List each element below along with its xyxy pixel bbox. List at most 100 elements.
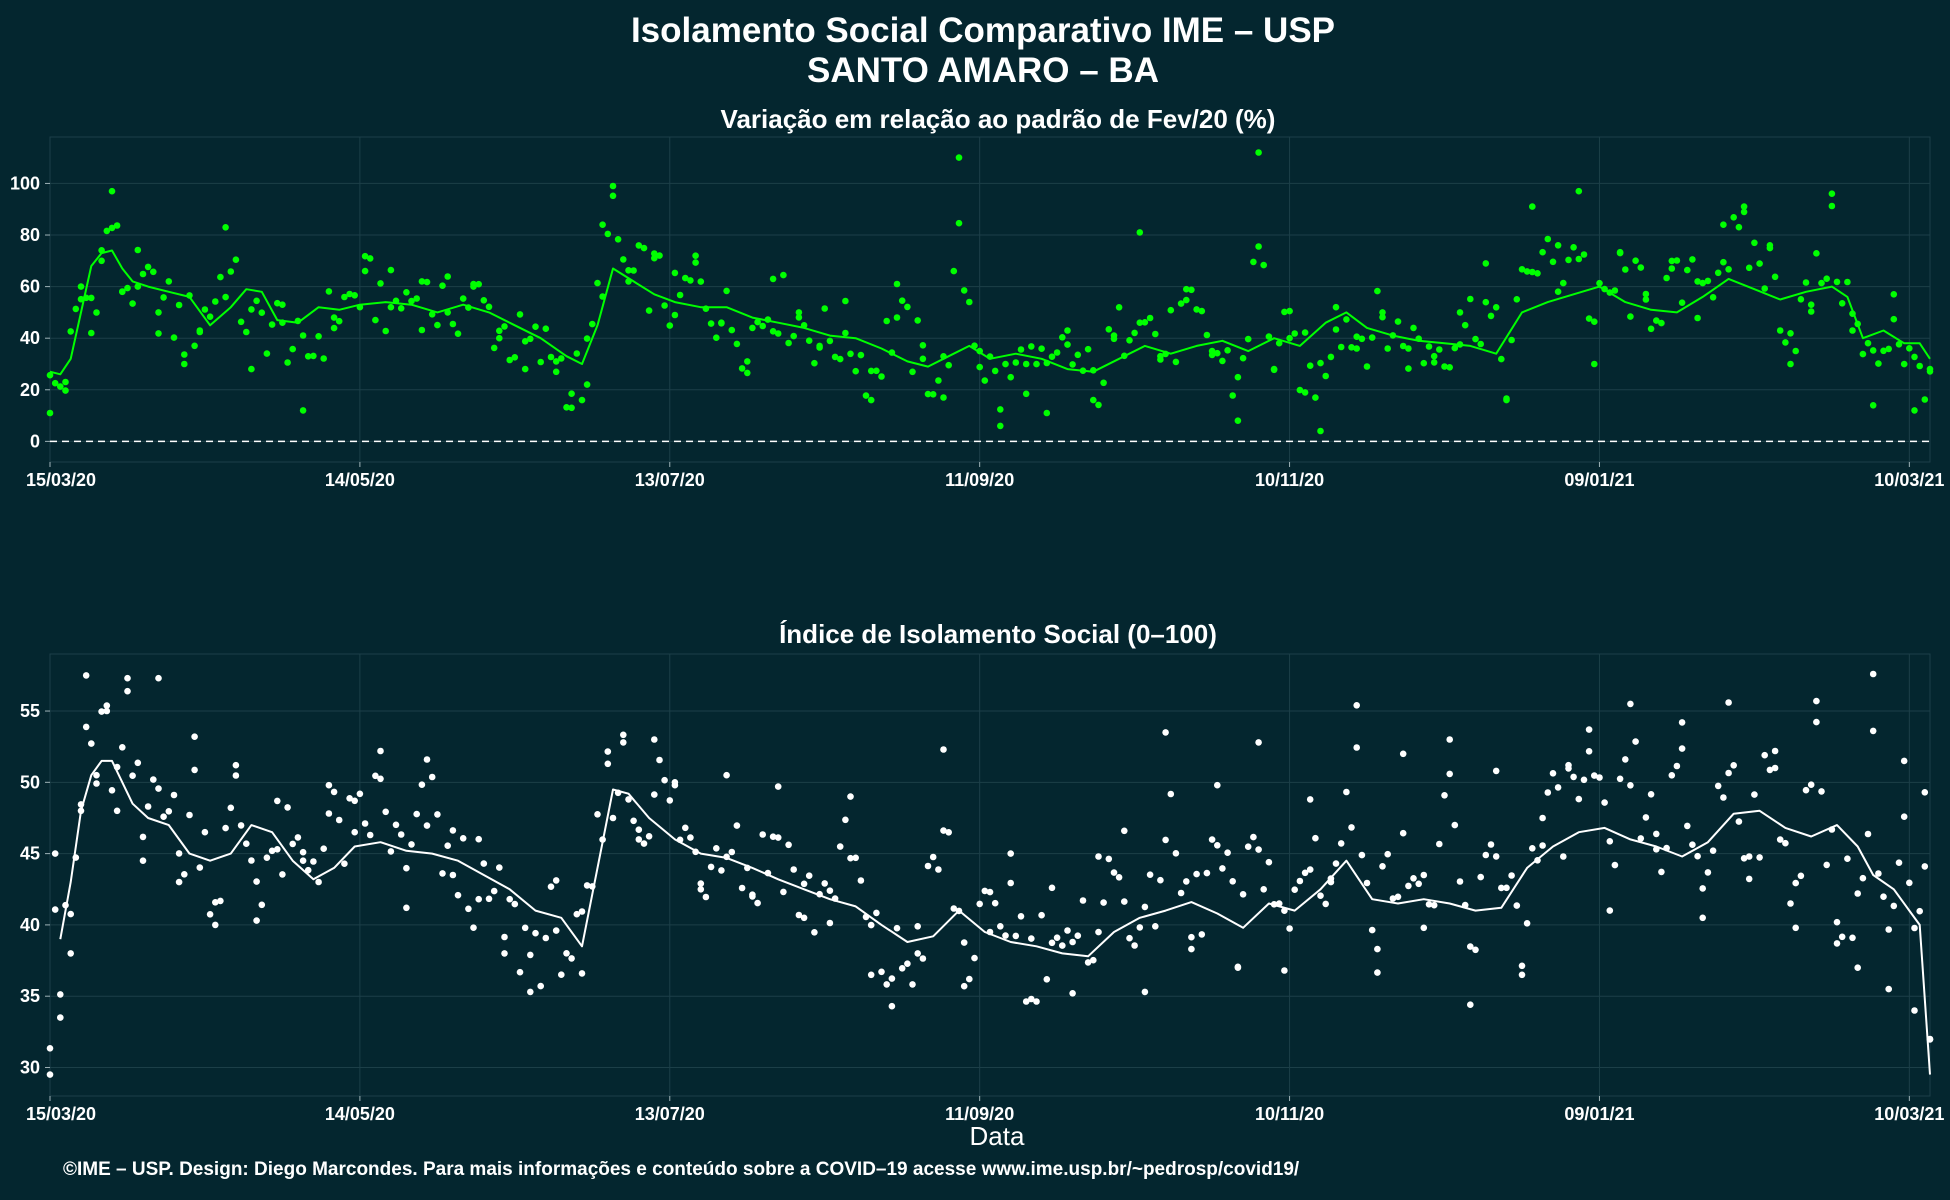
bottom-data-point bbox=[382, 808, 390, 816]
top-data-point bbox=[1337, 343, 1345, 351]
bottom-moving-average-line bbox=[59, 759, 1931, 1075]
top-data-point bbox=[1368, 334, 1376, 341]
top-data-point bbox=[1673, 257, 1681, 264]
top-data-point bbox=[1911, 353, 1918, 361]
bottom-data-point bbox=[1198, 931, 1206, 938]
bottom-data-point bbox=[527, 951, 534, 959]
bottom-data-point bbox=[774, 783, 782, 790]
bottom-data-point bbox=[299, 848, 307, 856]
top-data-point bbox=[346, 290, 353, 298]
top-data-point bbox=[521, 338, 529, 345]
bottom-data-point bbox=[258, 901, 266, 909]
top-data-point bbox=[893, 314, 901, 321]
bottom-data-point bbox=[857, 877, 865, 884]
bottom-data-point bbox=[1012, 932, 1020, 940]
bottom-data-point bbox=[707, 863, 715, 871]
top-data-point bbox=[1761, 285, 1768, 292]
top-data-point bbox=[341, 293, 348, 301]
bottom-data-point bbox=[1627, 782, 1634, 789]
bottom-data-point bbox=[1043, 976, 1051, 983]
top-data-point bbox=[929, 391, 937, 398]
top-data-point bbox=[1740, 203, 1748, 210]
top-data-point bbox=[1441, 363, 1448, 370]
top-data-point bbox=[1048, 353, 1056, 361]
bottom-data-point bbox=[1637, 835, 1645, 842]
top-x-tick-label: 11/09/20 bbox=[945, 470, 1014, 490]
top-data-point bbox=[1642, 290, 1650, 298]
top-data-point bbox=[1565, 256, 1572, 264]
bottom-data-point bbox=[1585, 726, 1593, 733]
bottom-data-point bbox=[1575, 795, 1583, 803]
top-data-point bbox=[475, 280, 483, 288]
top-x-tick-label: 13/07/20 bbox=[635, 470, 705, 490]
top-data-point bbox=[88, 329, 95, 337]
top-data-point bbox=[862, 392, 870, 399]
bottom-data-point bbox=[485, 895, 493, 903]
bottom-data-point bbox=[1017, 913, 1025, 920]
bottom-data-point bbox=[656, 756, 663, 764]
top-data-point bbox=[103, 227, 111, 235]
bottom-data-point bbox=[320, 845, 328, 852]
top-data-point bbox=[1456, 309, 1464, 316]
top-data-point bbox=[1379, 313, 1386, 321]
top-data-point bbox=[1627, 313, 1634, 320]
bottom-data-point bbox=[403, 904, 410, 912]
top-data-point bbox=[1694, 278, 1701, 285]
bottom-data-point bbox=[1560, 853, 1567, 860]
bottom-data-point bbox=[1053, 934, 1061, 941]
top-data-point bbox=[1033, 360, 1040, 368]
top-data-point bbox=[1622, 266, 1629, 273]
top-data-point bbox=[676, 291, 684, 299]
top-data-point bbox=[552, 368, 560, 376]
bottom-data-point bbox=[57, 1014, 64, 1021]
top-x-tick-label: 15/03/20 bbox=[26, 470, 96, 490]
top-data-point bbox=[1740, 208, 1748, 216]
top-data-point bbox=[811, 359, 818, 367]
top-data-point bbox=[361, 252, 369, 260]
top-data-point bbox=[1446, 364, 1453, 371]
bottom-data-point bbox=[573, 910, 581, 918]
top-data-point bbox=[873, 367, 880, 375]
bottom-data-point bbox=[423, 756, 431, 763]
top-data-point bbox=[1503, 396, 1510, 404]
bottom-data-point bbox=[826, 919, 834, 927]
bottom-data-point bbox=[57, 991, 64, 998]
top-data-point bbox=[1807, 308, 1815, 315]
top-data-point bbox=[635, 242, 643, 249]
top-data-point bbox=[976, 363, 983, 371]
top-data-point bbox=[1074, 351, 1082, 359]
bottom-data-point bbox=[1735, 818, 1743, 825]
top-data-point bbox=[583, 381, 591, 388]
top-data-point bbox=[692, 252, 699, 259]
top-data-point bbox=[1823, 275, 1830, 283]
top-data-point bbox=[196, 327, 204, 334]
top-data-point bbox=[1327, 353, 1335, 361]
bottom-data-point bbox=[1730, 762, 1737, 769]
top-data-point bbox=[697, 278, 705, 285]
top-data-point bbox=[1275, 339, 1283, 347]
top-data-point bbox=[1203, 331, 1211, 339]
panel-bottom-title: Índice de Isolamento Social (0–100) bbox=[779, 619, 1217, 649]
bottom-data-point bbox=[144, 803, 152, 810]
top-data-point bbox=[201, 306, 209, 313]
bottom-data-point bbox=[1844, 855, 1851, 862]
bottom-data-point bbox=[1312, 834, 1319, 842]
top-data-point bbox=[470, 283, 477, 290]
top-data-point bbox=[289, 345, 297, 353]
top-data-point bbox=[1513, 296, 1521, 303]
top-data-point bbox=[1374, 287, 1381, 295]
bottom-data-point bbox=[1074, 932, 1082, 939]
bottom-data-point bbox=[1802, 786, 1810, 794]
bottom-data-point bbox=[67, 950, 74, 957]
bottom-data-point bbox=[1642, 814, 1650, 821]
bottom-data-point bbox=[1492, 767, 1500, 775]
top-data-point bbox=[1890, 291, 1898, 298]
bottom-data-point bbox=[356, 790, 364, 798]
bottom-data-point bbox=[826, 887, 834, 894]
top-data-point bbox=[139, 270, 147, 278]
bottom-data-point bbox=[723, 771, 730, 779]
top-data-point bbox=[718, 319, 725, 327]
top-data-point bbox=[1430, 352, 1438, 360]
bottom-data-point bbox=[1472, 946, 1479, 954]
bottom-data-point bbox=[1549, 770, 1557, 777]
